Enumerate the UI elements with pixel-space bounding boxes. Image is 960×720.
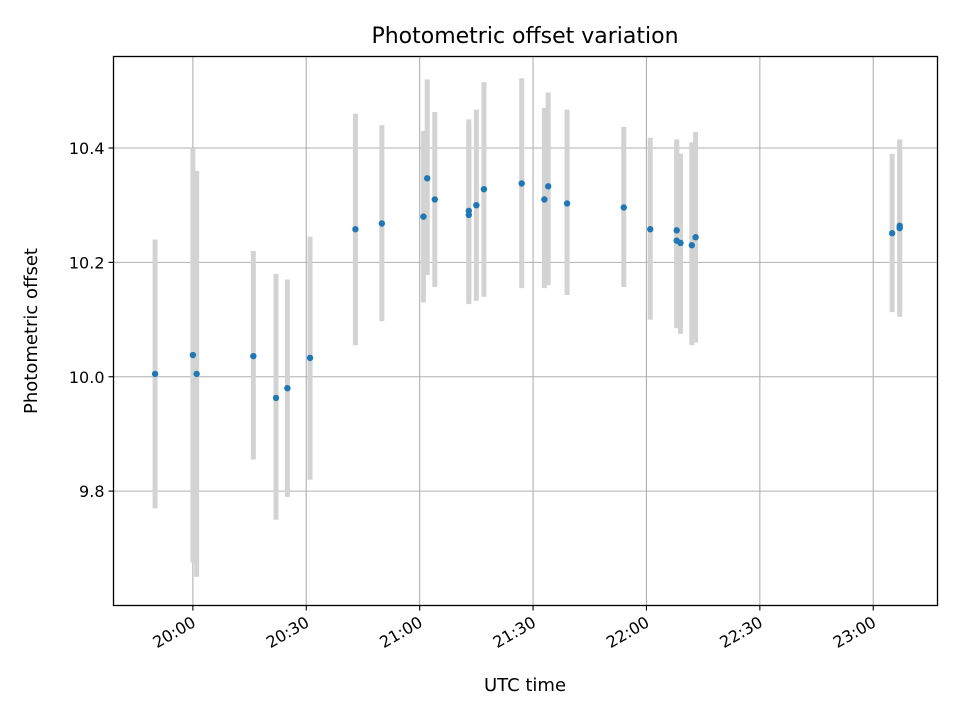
data-point (193, 370, 200, 378)
data-point (541, 196, 548, 203)
data-point (480, 185, 488, 193)
data-point (692, 234, 699, 241)
data-point (677, 239, 684, 247)
data-point (688, 242, 696, 249)
data-point (647, 226, 654, 233)
data-point (896, 222, 903, 229)
data-point (673, 227, 680, 234)
y-tick-label: 10.2 (69, 253, 105, 272)
data-point (189, 351, 197, 359)
data-point (250, 352, 257, 360)
data-point (888, 230, 896, 237)
y-tick-label: 9.8 (79, 482, 104, 501)
data-points (151, 175, 903, 402)
data-point (306, 354, 314, 362)
data-point (272, 394, 280, 402)
data-point (473, 201, 480, 209)
data-point (431, 196, 438, 203)
data-point (465, 211, 473, 219)
data-point (352, 226, 359, 233)
data-point (151, 370, 159, 378)
y-axis: 9.8 10.0 10.2 10.4 (69, 139, 114, 501)
x-axis-label: UTC time (484, 675, 566, 696)
data-point (420, 213, 427, 220)
plot-frame (112, 55, 939, 607)
data-point (378, 220, 386, 227)
grid (113, 56, 938, 606)
y-axis-label: Photometric offset (21, 248, 42, 414)
y-tick-label: 10.4 (69, 139, 105, 158)
data-point (518, 180, 525, 187)
data-point (424, 175, 431, 182)
data-point (544, 183, 552, 190)
data-point (620, 204, 627, 211)
data-point (563, 200, 571, 207)
y-tick-label: 10.0 (69, 368, 105, 387)
data-point (284, 384, 291, 392)
chart-title: Photometric offset variation (371, 24, 678, 49)
